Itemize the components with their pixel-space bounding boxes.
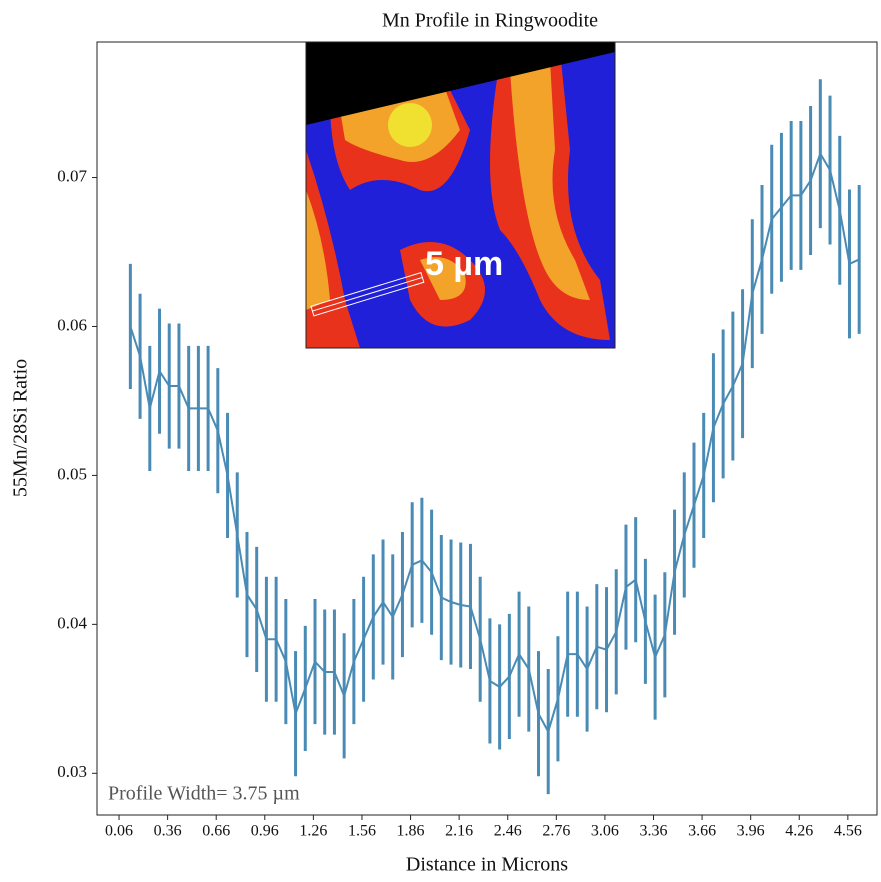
line <box>129 151 860 735</box>
x-tick-label: 4.26 <box>785 823 813 840</box>
inset-blob <box>388 103 432 147</box>
y-tick-label: 0.03 <box>57 762 87 781</box>
x-tick-label: 1.56 <box>348 823 376 840</box>
x-tick-label: 0.66 <box>202 823 230 840</box>
x-tick-label: 3.06 <box>591 823 619 840</box>
x-tick-label: 1.26 <box>299 823 327 840</box>
x-tick-label: 0.06 <box>105 823 133 840</box>
inset-scale-label: 5 µm <box>425 245 503 283</box>
inset-blob <box>306 190 330 310</box>
y-tick-label: 0.06 <box>57 315 87 334</box>
x-tick-label: 0.96 <box>251 823 279 840</box>
chart-title: Mn Profile in Ringwoodite <box>382 10 598 32</box>
x-tick-label: 2.46 <box>494 823 522 840</box>
x-tick-label: 3.96 <box>737 823 765 840</box>
y-axis-label: 55Mn/28Si Ratio <box>10 359 32 497</box>
profile-box <box>310 272 425 317</box>
x-tick-label: 1.86 <box>397 823 425 840</box>
x-tick-label: 2.76 <box>542 823 570 840</box>
x-axis-label: Distance in Microns <box>406 854 568 876</box>
x-tick-label: 3.36 <box>639 823 667 840</box>
x-tick-label: 0.36 <box>154 823 182 840</box>
y-tick-label: 0.04 <box>57 613 87 632</box>
inset-blob <box>420 257 466 300</box>
inset-mask <box>306 42 615 125</box>
annotation: Profile Width= 3.75 µm <box>108 783 300 805</box>
x-tick-label: 3.66 <box>688 823 716 840</box>
y-tick-label: 0.05 <box>57 464 87 483</box>
profile-line <box>312 276 423 312</box>
x-tick-label: 2.16 <box>445 823 473 840</box>
x-tick-label: 4.56 <box>834 823 862 840</box>
inset-blob <box>510 60 590 300</box>
inset-border <box>305 41 616 349</box>
y-tick-label: 0.07 <box>57 166 87 185</box>
inset-image: 5 µm <box>305 41 616 349</box>
